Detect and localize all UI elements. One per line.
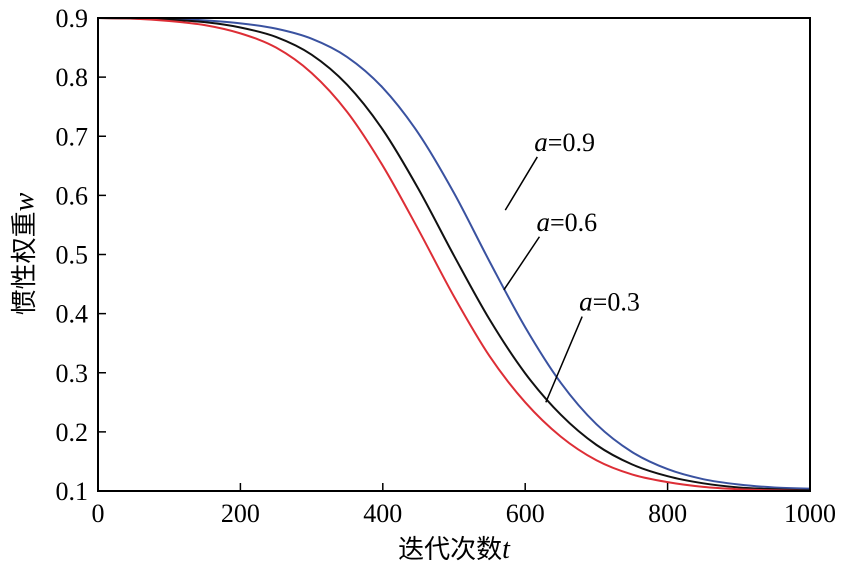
series-line-a-0-6 [97,17,811,492]
x-tick-label-0: 0 [92,499,105,528]
tick-layer: 0 200 400 600 800 1000 0.1 0.2 0.3 0.4 0.5 0.6 0.7 0.… [56,4,837,528]
annotation-variable: a [579,287,593,317]
x-tick-label-1000: 1000 [784,499,836,528]
y-axis-title: 惯性权重w [9,192,40,315]
x-tick-label-400: 400 [363,499,402,528]
y-tick-label-0.4: 0.4 [56,300,89,329]
y-tick-label-0.3: 0.3 [56,359,89,388]
x-axis-title: 迭代次数t [398,534,511,565]
annotation-value: =0.3 [593,288,640,317]
annotation-value: =0.9 [548,128,595,157]
annotation-value: =0.6 [550,208,597,237]
series-layer [97,16,811,492]
x-axis-variable: t [502,534,511,565]
annotation-leader-a-0-3 [545,316,583,403]
x-axis-label: 迭代次数 [398,535,502,565]
series-line-a-0-9 [97,16,811,490]
annotation-variable: a [534,127,548,157]
annotation-layer: a=0.9a=0.6a=0.3 [503,127,640,403]
x-tick-label-200: 200 [221,499,260,528]
y-tick-label-0.2: 0.2 [56,418,89,447]
series-line-a-0-3 [97,17,811,492]
y-axis-label: 惯性权重 [10,211,40,315]
y-tick-label-0.1: 0.1 [56,477,89,506]
y-tick-label-0.6: 0.6 [56,181,89,210]
annotation-label-a-0-3: a=0.3 [579,287,640,317]
annotation-variable: a [536,207,550,237]
y-tick-label-0.8: 0.8 [56,63,89,92]
y-axis-variable: w [9,192,40,211]
y-tick-label-0.7: 0.7 [56,122,89,151]
annotation-leader-a-0-9 [504,156,538,211]
y-tick-label-0.9: 0.9 [56,4,89,33]
annotation-label-a-0-6: a=0.6 [536,207,597,237]
x-tick-label-800: 800 [648,499,687,528]
annotation-leader-a-0-6 [503,236,541,291]
annotation-label-a-0-9: a=0.9 [534,127,595,157]
x-tick-label-600: 600 [506,499,545,528]
y-tick-label-0.5: 0.5 [56,241,89,270]
